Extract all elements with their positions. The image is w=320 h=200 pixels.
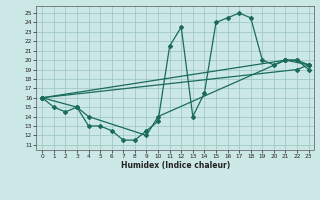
X-axis label: Humidex (Indice chaleur): Humidex (Indice chaleur) [121, 161, 230, 170]
